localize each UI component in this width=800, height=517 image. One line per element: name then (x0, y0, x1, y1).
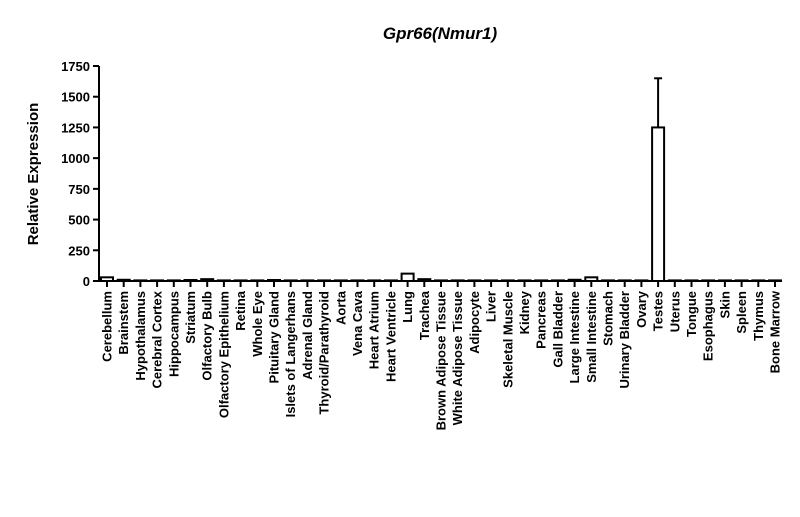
x-tick-label: Gall Bladder (550, 291, 565, 368)
y-tick-label: 1750 (61, 59, 90, 74)
x-tick-label: Kidney (517, 290, 532, 334)
bar (317, 279, 332, 282)
x-tick-label: Uterus (667, 291, 682, 332)
bar (166, 279, 181, 282)
x-tick-label: Urinary Bladder (617, 291, 632, 389)
x-tick-label: Heart Ventricle (383, 291, 398, 382)
bar (717, 279, 732, 282)
x-tick-label: Thymus (751, 291, 766, 341)
x-tick-label: Esophagus (701, 291, 716, 361)
x-tick-label: Adrenal Gland (300, 291, 315, 380)
y-ticks: 0 250 500 750 1000 1250 1500 1750 (61, 59, 99, 289)
x-tick-label: Stomach (601, 291, 616, 346)
x-tick-label: Small Intestine (584, 291, 599, 383)
bar (233, 279, 248, 282)
bar (250, 279, 265, 282)
x-tick-label: Pituitary Gland (267, 291, 282, 384)
x-tick-label: Pancreas (534, 291, 549, 349)
bar (768, 279, 782, 282)
x-tick-label: Brown Adipose Tissue (434, 291, 449, 430)
y-axis-label: Relative Expression (25, 103, 42, 246)
bar (484, 279, 499, 282)
bar (701, 279, 716, 282)
bar (283, 279, 298, 282)
bar (417, 278, 432, 282)
bar (400, 272, 415, 282)
x-tick-label: Hippocampus (166, 291, 181, 377)
y-tick-label: 750 (68, 182, 90, 197)
y-tick-label: 250 (68, 243, 90, 258)
x-tick-label: Adipocyte (467, 291, 482, 354)
x-tick-label: Retina (233, 290, 248, 331)
bar (550, 279, 565, 282)
y-tick-label: 1500 (61, 90, 90, 105)
bar (517, 279, 532, 282)
x-tick-label: Thyroid/Parathyroid (317, 291, 332, 415)
x-tick-label: Spleen (734, 291, 749, 334)
bar (216, 279, 231, 282)
x-tick-labels: Cerebellum Brainstem Hypothalamus Cerebral … (100, 281, 783, 430)
bar (601, 279, 615, 282)
bar (634, 279, 649, 282)
bar (434, 279, 448, 282)
bar (150, 279, 165, 282)
x-tick-label: Hypothalamus (133, 291, 148, 381)
x-tick-label: Skin (717, 291, 732, 319)
bar (667, 279, 682, 282)
y-tick-label: 0 (83, 274, 90, 289)
bar (450, 279, 465, 282)
x-tick-label: Striatum (183, 291, 198, 344)
y-tick-label: 500 (68, 213, 90, 228)
bar (500, 279, 515, 282)
x-tick-label: Olfactory Epithelium (216, 291, 231, 418)
bar (584, 276, 599, 283)
x-tick-label: Ovary (634, 290, 649, 328)
x-tick-label: Brainstem (116, 291, 131, 355)
x-tick-label: Bone Marrow (768, 290, 783, 373)
bar (534, 279, 549, 282)
bar (100, 276, 114, 283)
bar (617, 279, 632, 282)
x-tick-label: Whole Eye (250, 291, 265, 357)
bar (467, 279, 482, 282)
bar (333, 279, 348, 282)
x-tick-label: Cerebral Cortex (150, 290, 165, 388)
x-tick-label: Liver (484, 291, 499, 322)
x-tick-label: Islets of Langerhans (283, 291, 298, 417)
bar (734, 279, 749, 282)
x-tick-label: Heart Atrium (367, 291, 382, 369)
bar (684, 279, 699, 282)
bar (751, 279, 766, 282)
x-tick-label: Aorta (333, 290, 348, 325)
bar (300, 279, 315, 282)
bar (267, 279, 281, 283)
y-tick-label: 1250 (61, 120, 90, 135)
bar (383, 279, 398, 282)
bar (367, 279, 382, 282)
x-tick-label: Cerebellum (100, 291, 115, 362)
x-tick-label: Skeletal Muscle (500, 291, 515, 388)
bar (651, 126, 666, 282)
chart-title: Gpr66(Nmur1) (383, 24, 498, 43)
x-tick-label: Olfactory Bulb (200, 291, 215, 381)
x-tick-label: Large Intestine (567, 291, 582, 383)
x-tick-label: Testes (651, 291, 666, 331)
x-tick-label: Lung (400, 291, 415, 323)
y-tick-label: 1000 (61, 151, 90, 166)
bar (350, 279, 365, 282)
x-tick-label: White Adipose Tissue (450, 291, 465, 425)
bar (116, 278, 131, 282)
bar (183, 279, 198, 283)
x-tick-label: Vena Cava (350, 290, 365, 356)
bars (100, 77, 782, 283)
bar (567, 278, 582, 282)
bar (133, 279, 148, 282)
x-tick-label: Trachea (417, 290, 432, 340)
bar (200, 278, 215, 282)
x-tick-label: Tongue (684, 291, 699, 337)
